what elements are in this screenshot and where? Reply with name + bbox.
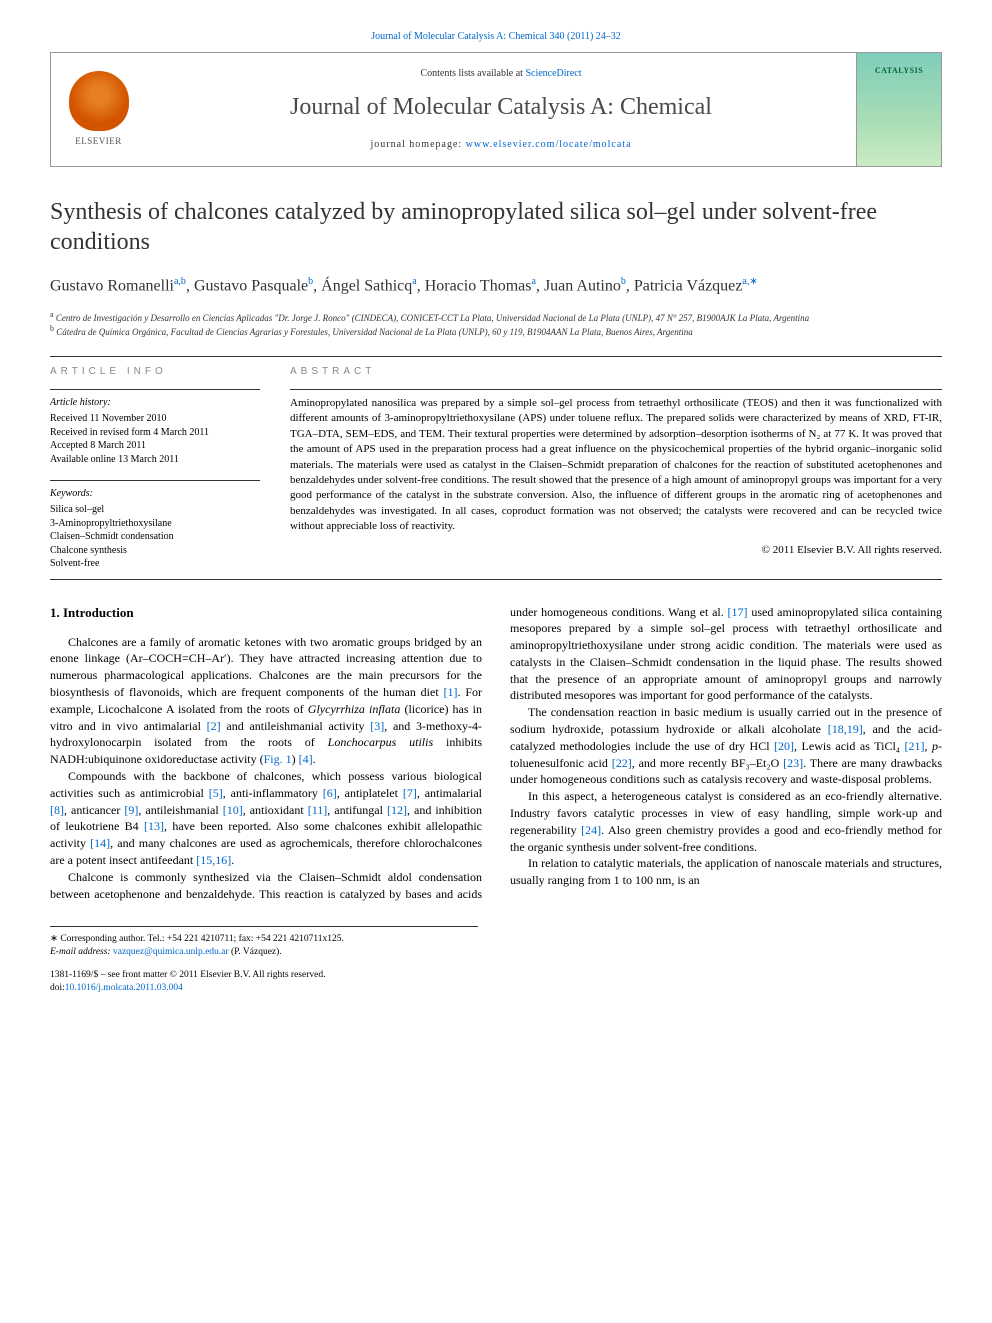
history-received: Received 11 November 2010 — [50, 412, 260, 426]
divider-post-abstract — [50, 579, 942, 580]
doi-line: doi:10.1016/j.molcata.2011.03.004 — [50, 982, 942, 995]
doi-label: doi: — [50, 983, 65, 993]
front-matter-text: 1381-1169/$ – see front matter © 2011 El… — [50, 969, 942, 982]
body-para-1: Chalcones are a family of aromatic keton… — [50, 634, 482, 768]
body-para-5: In this aspect, a heterogeneous catalyst… — [510, 788, 942, 855]
keyword-5: Solvent-free — [50, 557, 260, 571]
front-matter-line: 1381-1169/$ – see front matter © 2011 El… — [50, 969, 942, 995]
affiliations: a Centro de Investigación y Desarrollo e… — [50, 310, 942, 338]
body-text: 1. Introduction Chalcones are a family o… — [50, 604, 942, 903]
abstract-column: abstract Aminopropylated nanosilica was … — [290, 365, 942, 571]
journal-reference-link[interactable]: Journal of Molecular Catalysis A: Chemic… — [371, 31, 621, 42]
doi-link[interactable]: 10.1016/j.molcata.2011.03.004 — [65, 983, 183, 993]
journal-cover-thumbnail: CATALYSIS — [856, 53, 941, 166]
body-para-2: Compounds with the backbone of chalcones… — [50, 768, 482, 869]
divider — [50, 356, 942, 357]
contents-lists-line: Contents lists available at ScienceDirec… — [420, 67, 581, 81]
keyword-4: Chalcone synthesis — [50, 544, 260, 558]
history-revised: Received in revised form 4 March 2011 — [50, 426, 260, 440]
abstract-heading: abstract — [290, 365, 942, 379]
homepage-prefix: journal homepage: — [370, 139, 465, 150]
info-abstract-row: article info Article history: Received 1… — [50, 365, 942, 571]
article-title: Synthesis of chalcones catalyzed by amin… — [50, 197, 942, 257]
elsevier-tree-icon — [69, 71, 129, 131]
contents-prefix: Contents lists available at — [420, 68, 525, 79]
email-label: E-mail address: — [50, 947, 113, 957]
article-history-label: Article history: — [50, 396, 260, 410]
body-para-6: In relation to catalytic materials, the … — [510, 855, 942, 889]
corresponding-author: ∗ Corresponding author. Tel.: +54 221 42… — [50, 933, 478, 946]
email-line: E-mail address: vazquez@quimica.unlp.edu… — [50, 946, 478, 959]
email-link[interactable]: vazquez@quimica.unlp.edu.ar — [113, 947, 229, 957]
keyword-1: Silica sol–gel — [50, 503, 260, 517]
article-history-block: Article history: Received 11 November 20… — [50, 389, 260, 466]
cover-label: CATALYSIS — [875, 65, 923, 76]
sciencedirect-link[interactable]: ScienceDirect — [525, 68, 581, 79]
homepage-link[interactable]: www.elsevier.com/locate/molcata — [466, 139, 632, 150]
journal-reference-line: Journal of Molecular Catalysis A: Chemic… — [50, 30, 942, 44]
homepage-line: journal homepage: www.elsevier.com/locat… — [370, 138, 631, 152]
body-para-4: The condensation reaction in basic mediu… — [510, 704, 942, 788]
authors-list: Gustavo Romanellia,b, Gustavo Pasqualeb,… — [50, 275, 942, 298]
keyword-3: Claisen–Schmidt condensation — [50, 530, 260, 544]
keywords-label: Keywords: — [50, 487, 260, 501]
footnotes: ∗ Corresponding author. Tel.: +54 221 42… — [50, 926, 478, 959]
keywords-block: Keywords: Silica sol–gel 3-Aminopropyltr… — [50, 480, 260, 571]
header-center: Contents lists available at ScienceDirec… — [146, 53, 856, 166]
affiliation-a: a Centro de Investigación y Desarrollo e… — [50, 310, 942, 324]
publisher-logo: ELSEVIER — [51, 53, 146, 166]
affiliation-b: b Cátedra de Química Orgánica, Facultad … — [50, 324, 942, 338]
abstract-copyright: © 2011 Elsevier B.V. All rights reserved… — [290, 543, 942, 558]
abstract-text: Aminopropylated nanosilica was prepared … — [290, 389, 942, 535]
article-info-column: article info Article history: Received 1… — [50, 365, 260, 571]
intro-heading: 1. Introduction — [50, 604, 482, 622]
publisher-name: ELSEVIER — [75, 135, 122, 148]
journal-title: Journal of Molecular Catalysis A: Chemic… — [290, 91, 712, 125]
history-online: Available online 13 March 2011 — [50, 453, 260, 467]
article-info-heading: article info — [50, 365, 260, 379]
history-accepted: Accepted 8 March 2011 — [50, 439, 260, 453]
keyword-2: 3-Aminopropyltriethoxysilane — [50, 517, 260, 531]
email-person: (P. Vázquez). — [229, 947, 282, 957]
journal-header-box: ELSEVIER Contents lists available at Sci… — [50, 52, 942, 167]
